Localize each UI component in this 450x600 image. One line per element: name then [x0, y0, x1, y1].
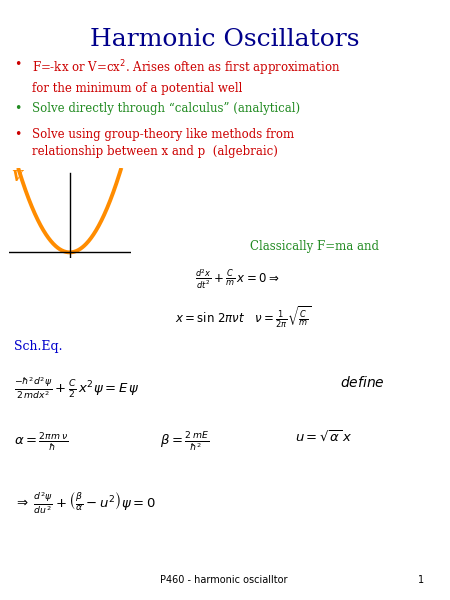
Text: $\frac{-\hbar^{2}d^{2}\psi}{2\,mdx^{2}} + \frac{C}{2}\,x^{2}\psi = E\,\psi$: $\frac{-\hbar^{2}d^{2}\psi}{2\,mdx^{2}} …	[14, 375, 140, 401]
Text: $\beta = \frac{2\,mE}{\hbar^{2}}$: $\beta = \frac{2\,mE}{\hbar^{2}}$	[160, 430, 209, 454]
Text: Harmonic Oscillators: Harmonic Oscillators	[90, 28, 360, 51]
Text: $\frac{d^{2}x}{dt^{2}} + \frac{C}{m}\,x = 0 \Rightarrow$: $\frac{d^{2}x}{dt^{2}} + \frac{C}{m}\,x …	[195, 268, 279, 292]
Text: F=-kx or V=cx$^2$. Arises often as first approximation
for the minimum of a pote: F=-kx or V=cx$^2$. Arises often as first…	[32, 58, 341, 95]
Text: $u = \sqrt{\alpha}\,x$: $u = \sqrt{\alpha}\,x$	[295, 430, 352, 445]
Text: •: •	[14, 58, 22, 71]
Text: Solve directly through “calculus” (analytical): Solve directly through “calculus” (analy…	[32, 102, 300, 115]
Text: •: •	[14, 102, 22, 115]
Text: $\alpha = \frac{2\pi m\,\nu}{\hbar}$: $\alpha = \frac{2\pi m\,\nu}{\hbar}$	[14, 430, 68, 453]
Text: Classically F=ma and: Classically F=ma and	[250, 240, 379, 253]
Text: 1: 1	[418, 575, 424, 585]
Text: $x = \sin\,2\pi\nu t \quad \nu = \frac{1}{2\pi}\sqrt{\frac{C}{m}}$: $x = \sin\,2\pi\nu t \quad \nu = \frac{1…	[175, 305, 312, 330]
Text: Solve using group-theory like methods from
relationship between x and p  (algebr: Solve using group-theory like methods fr…	[32, 128, 294, 158]
Text: $\Rightarrow\; \frac{d^{2}\psi}{du^{2}} + \left(\frac{\beta}{\alpha} - u^{2}\rig: $\Rightarrow\; \frac{d^{2}\psi}{du^{2}} …	[14, 490, 156, 516]
Text: $\mathit{define}$: $\mathit{define}$	[340, 375, 385, 390]
Text: P460 - harmonic oscialltor: P460 - harmonic oscialltor	[160, 575, 288, 585]
Text: V: V	[11, 170, 22, 184]
Text: Sch.Eq.: Sch.Eq.	[14, 340, 63, 353]
Text: •: •	[14, 128, 22, 141]
